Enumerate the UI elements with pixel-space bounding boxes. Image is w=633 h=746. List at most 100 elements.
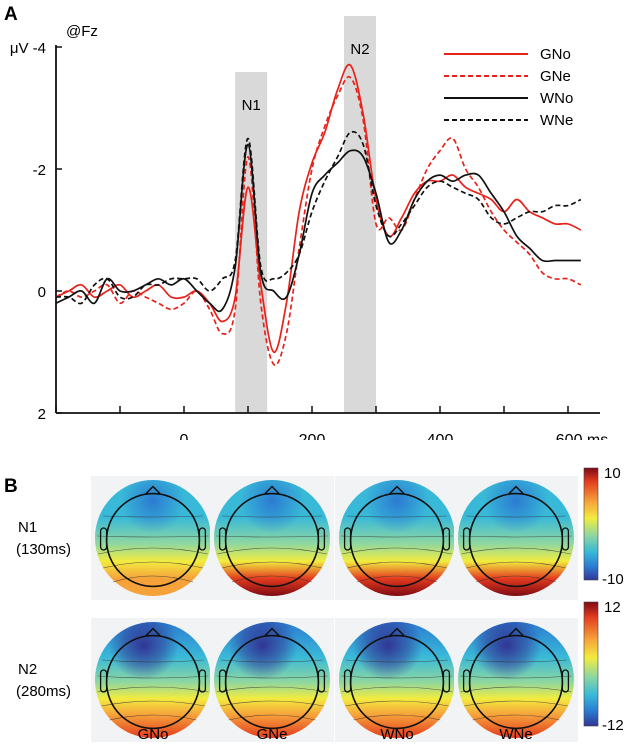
panel-label-a: A [4, 4, 18, 25]
contour-line [216, 675, 328, 679]
legend-label-gno: GNo [540, 46, 571, 63]
condition-label-wno: WNo [380, 726, 413, 743]
contour-line [460, 535, 572, 538]
contour-line [97, 535, 209, 538]
contour-line [346, 659, 448, 663]
contour-line [216, 686, 328, 693]
contour-line [341, 675, 453, 679]
window-n2 [344, 16, 376, 413]
x-tick-label: 200 [299, 432, 326, 440]
chart-legend: GNo GNe WNo WNe [444, 46, 573, 129]
ear-left-icon [462, 669, 471, 693]
contour-line [221, 659, 323, 663]
topomap-n1-gno [91, 476, 215, 600]
contour-line [460, 675, 572, 679]
frontal-negativity [214, 480, 330, 596]
erp-waveform-chart: A @Fz N1 N2 0 200 400 600 ms μV -4 -2 0 2 GNo GNe… [4, 4, 608, 440]
chart-axes: 0 200 400 600 ms μV -4 -2 0 2 [10, 40, 608, 440]
contour-line [342, 547, 452, 555]
contour-line [228, 714, 316, 721]
contour-line [465, 659, 567, 663]
colorbar-n1 [583, 467, 599, 581]
contour-line [460, 686, 572, 693]
nose-icon [389, 627, 405, 637]
topomap-grid: N1 (130ms) N2 (280ms) [16, 476, 578, 742]
contour-line [356, 575, 438, 583]
contour-line [109, 714, 197, 721]
y-tick-label: 2 [38, 406, 46, 423]
contour-line [461, 547, 571, 555]
contour-line [472, 714, 560, 721]
colorbar-min-label: -12 [602, 717, 624, 734]
frontal-negativity [458, 622, 574, 738]
colorbar-max-label: 12 [604, 599, 621, 616]
nose-icon [264, 627, 280, 637]
trace-gne [55, 75, 582, 366]
contour-line [341, 686, 453, 693]
contour-line [353, 714, 441, 721]
topomap-n2-gne [210, 618, 334, 742]
contour-line [216, 535, 328, 538]
panel-label-b: B [4, 476, 18, 497]
topomap-n1-gne [210, 476, 334, 600]
contour-line [475, 575, 557, 583]
colorbar-n2 [583, 601, 599, 727]
contour-line [98, 547, 208, 555]
erp-traces [55, 63, 582, 366]
x-tick-label: 400 [427, 432, 454, 440]
legend-label-gne: GNe [540, 68, 571, 85]
ear-left-icon [462, 527, 471, 551]
nose-icon [145, 485, 161, 495]
topomap-n2-gno [91, 618, 215, 742]
colorbars: 10 -10 12 -12 [583, 465, 624, 734]
colorbar-max-label: 10 [604, 465, 621, 482]
row-label-latency: (280ms) [16, 683, 71, 700]
contour-line [231, 575, 313, 583]
trace-wno [55, 143, 581, 313]
contour-line [97, 686, 209, 693]
ear-right-icon [198, 527, 207, 551]
ear-right-icon [198, 669, 207, 693]
ear-left-icon [343, 527, 352, 551]
contour-line [341, 535, 453, 538]
ear-right-icon [442, 669, 451, 693]
row-label-latency: (130ms) [16, 541, 71, 558]
nose-icon [389, 485, 405, 495]
condition-label-gno: GNo [138, 726, 169, 743]
topomap-n2-wne [454, 618, 578, 742]
topomap-n1-wne [454, 476, 578, 600]
ear-right-icon [317, 669, 326, 693]
topomap-n2-wno [335, 618, 459, 742]
ear-left-icon [343, 669, 352, 693]
contour-line [217, 547, 327, 555]
contour-line [97, 675, 209, 679]
frontal-negativity [339, 480, 455, 596]
legend-label-wne: WNe [540, 112, 573, 129]
y-tick-label: μV -4 [10, 40, 46, 57]
ear-right-icon [561, 527, 570, 551]
colorbar-min-label: -10 [602, 571, 624, 588]
ear-left-icon [218, 669, 227, 693]
x-tick-label: 0 [180, 432, 189, 440]
electrode-label: @Fz [66, 23, 98, 40]
trace-gno [55, 63, 582, 353]
row-label-component: N1 [18, 519, 37, 536]
ear-right-icon [317, 527, 326, 551]
window-label-n2: N2 [350, 41, 369, 58]
component-windows: N1 N2 [235, 16, 376, 413]
legend-label-wno: WNo [540, 90, 573, 107]
nose-icon [264, 485, 280, 495]
condition-label-gne: GNe [257, 726, 288, 743]
y-tick-label: -2 [33, 162, 46, 179]
ear-right-icon [442, 527, 451, 551]
nose-icon [508, 485, 524, 495]
condition-labels: GNo GNe WNo WNe [138, 726, 533, 743]
frontal-negativity [214, 622, 330, 738]
ear-left-icon [99, 527, 108, 551]
row-label-component: N2 [18, 661, 37, 678]
ear-left-icon [99, 669, 108, 693]
contour-line [112, 575, 194, 583]
x-tick-label: 600 ms [556, 432, 608, 440]
nose-icon [508, 627, 524, 637]
trace-wne [55, 130, 582, 305]
